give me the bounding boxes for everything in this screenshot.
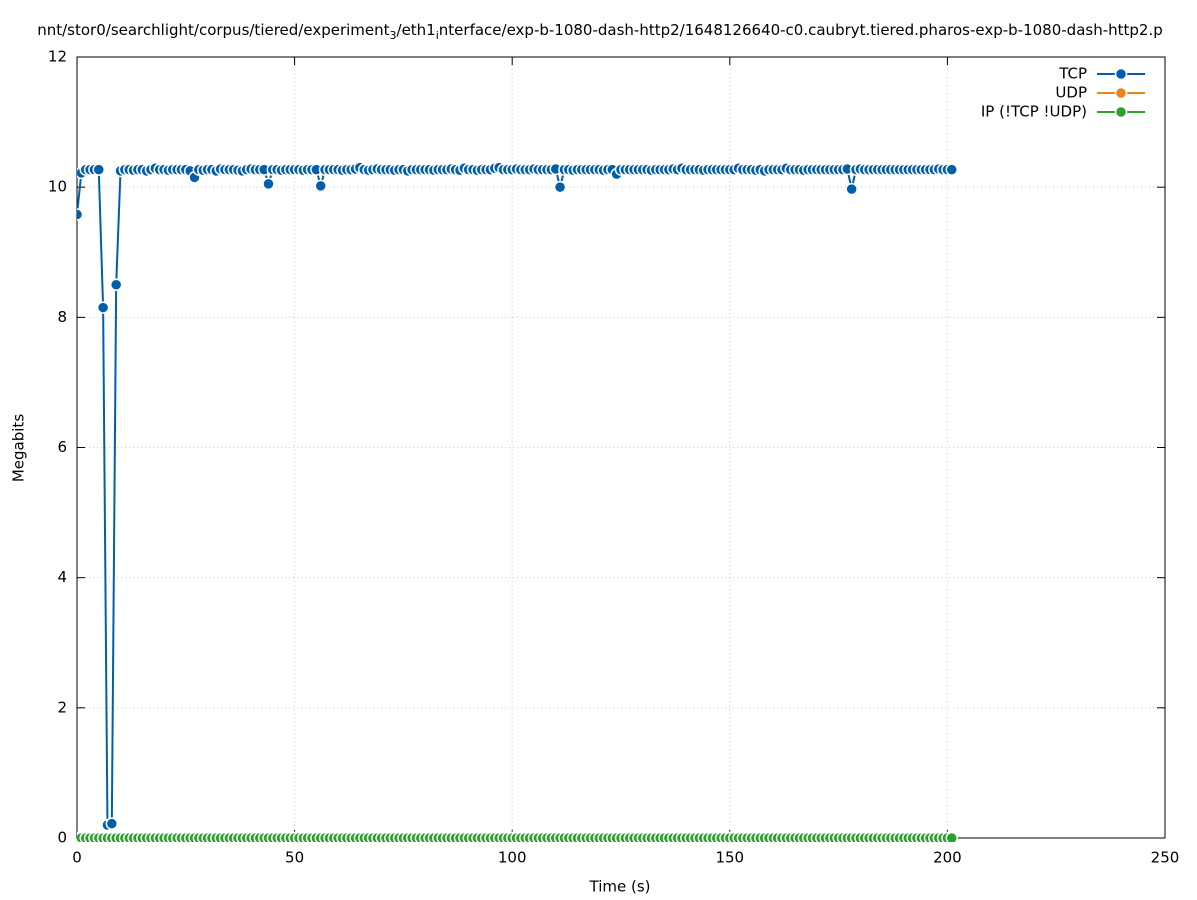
series-line [77,166,952,827]
data-point [553,180,567,194]
x-tick-label: 0 [72,849,82,867]
title-part: nterface/exp-b-1080-dash-http2/164812664… [439,21,1163,39]
data-point [945,831,959,842]
title-part: nnt/stor0/searchlight/corpus/tiered/expe… [37,21,389,39]
chart-title: nnt/stor0/searchlight/corpus/tiered/expe… [37,21,1163,43]
x-tick-label: 50 [285,849,304,867]
title-subscript: 3 [390,29,397,42]
y-tick-label: 10 [48,178,67,196]
legend-label: TCP [1058,65,1087,83]
y-axis-label: Megabits [10,414,28,482]
data-point [945,163,959,176]
y-tick-label: 6 [57,438,67,456]
y-tick-label: 4 [57,568,67,586]
title-subscript: i [436,29,439,42]
title-part: /eth1 [397,21,436,39]
x-tick-label: 150 [715,849,744,867]
legend-marker [1114,67,1128,81]
y-tick-label: 2 [57,698,67,716]
legend-marker [1114,105,1128,119]
y-tick-label: 8 [57,308,67,326]
data-point [105,817,119,830]
data-point [96,301,110,314]
x-axis-label: Time (s) [589,878,651,896]
data-point [109,278,123,292]
data-point [845,182,858,196]
data-point [92,163,106,176]
y-tick-label: 12 [48,48,67,66]
data-point [77,208,84,221]
legend-label: IP (!TCP !UDP) [981,103,1087,121]
data-point [262,177,275,191]
series-layer [77,161,959,842]
data-point [314,179,327,193]
x-tick-label: 200 [933,849,962,867]
legend-label: UDP [1055,84,1087,102]
y-tick-label: 0 [57,829,67,847]
x-tick-label: 100 [498,849,527,867]
x-tick-label: 250 [1151,849,1180,867]
legend-marker [1114,86,1128,100]
